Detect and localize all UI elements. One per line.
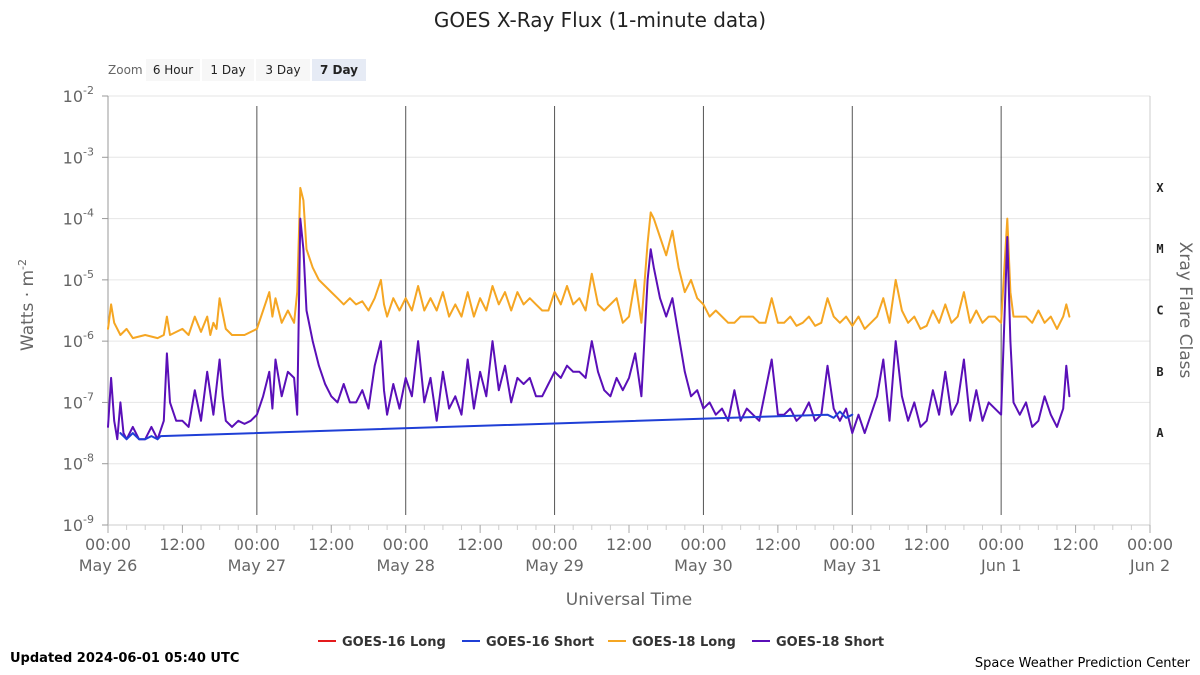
legend-item-goes-18-long[interactable]: GOES-18 Long (608, 635, 736, 650)
x-tick-time: 00:00 (234, 535, 280, 554)
y-tick-exponent: -2 (83, 84, 94, 97)
y-tick-base: 10 (63, 87, 83, 106)
y-tick-base: 10 (63, 271, 83, 290)
flare-class-m: M (1156, 242, 1163, 256)
zoom-label: Zoom (108, 63, 143, 77)
legend-item-goes-18-short[interactable]: GOES-18 Short (752, 635, 884, 650)
y-tick-exponent: -6 (83, 329, 94, 342)
y-axis-title-superscript: -2 (16, 259, 29, 270)
series-lines (107, 186, 1071, 441)
y-tick-label: 10-6 (63, 329, 94, 351)
right-axis-title: Xray Flare Class (1175, 242, 1195, 379)
credit-text: Space Weather Prediction Center (974, 656, 1190, 671)
zoom-button-6hour-bg[interactable] (146, 59, 200, 81)
zoom-button-6hour-label[interactable]: 6 Hour (153, 63, 193, 77)
y-tick-base: 10 (63, 516, 83, 535)
legend-item-goes-16-long[interactable]: GOES-16 Long (318, 635, 446, 650)
x-axis-title: Universal Time (566, 590, 692, 610)
x-tick-date: May 29 (525, 556, 584, 575)
y-tick-base: 10 (63, 332, 83, 351)
y-tick-exponent: -9 (83, 513, 94, 526)
series-goes-16-short (119, 410, 854, 441)
x-tick-time: 12:00 (606, 535, 652, 554)
x-tick-time: 00:00 (829, 535, 875, 554)
x-tick-time: 00:00 (383, 535, 429, 554)
legend: GOES-16 Long GOES-16 Short GOES-18 Long GOE… (318, 635, 884, 650)
y-tick-label: 10-3 (63, 145, 94, 167)
x-tick-date: May 26 (79, 556, 138, 575)
updated-timestamp: Updated 2024-06-01 05:40 UTC (10, 651, 240, 666)
flare-class-a: A (1156, 426, 1164, 440)
x-tick-date: Jun 1 (980, 556, 1021, 575)
zoom-button-7day-bg[interactable] (312, 59, 366, 81)
legend-item-goes-16-short[interactable]: GOES-16 Short (462, 635, 594, 650)
x-tick-date: Jun 2 (1129, 556, 1170, 575)
zoom-button-7day[interactable]: 7 Day (312, 59, 366, 81)
x-tick-time: 12:00 (904, 535, 950, 554)
flare-class-b: B (1156, 365, 1163, 379)
y-tick-base: 10 (63, 455, 83, 474)
zoom-button-6hour[interactable]: 6 Hour (146, 59, 200, 81)
y-tick-exponent: -4 (83, 207, 94, 220)
zoom-controls: Zoom 6 Hour 1 Day 3 Day 7 Day (108, 59, 366, 81)
x-tick-time: 12:00 (457, 535, 503, 554)
zoom-button-3day[interactable]: 3 Day (256, 59, 310, 81)
x-tick-date: May 28 (376, 556, 435, 575)
zoom-button-1day[interactable]: 1 Day (202, 59, 254, 81)
y-tick-base: 10 (63, 210, 83, 229)
series-goes-18-long (107, 186, 1071, 340)
y-tick-base: 10 (63, 393, 83, 412)
zoom-button-3day-label[interactable]: 3 Day (265, 63, 300, 77)
y-axis-title-main: Watts · m (18, 270, 38, 351)
y-tick-exponent: -7 (83, 390, 94, 403)
x-tick-time: 00:00 (1127, 535, 1173, 554)
series-goes-18-short (107, 217, 1071, 441)
y-tick-label: 10-7 (63, 390, 94, 412)
x-tick-date: May 27 (228, 556, 287, 575)
x-tick-time: 12:00 (308, 535, 354, 554)
y-tick-label: 10-4 (63, 207, 94, 229)
x-tick-date: May 30 (674, 556, 733, 575)
y-tick-exponent: -8 (83, 452, 94, 465)
y-tick-label: 10-2 (63, 84, 94, 106)
x-tick-time: 12:00 (1053, 535, 1099, 554)
zoom-button-3day-bg[interactable] (256, 59, 310, 81)
flare-class-labels: X M C B A (1156, 181, 1164, 440)
x-tick-time: 12:00 (159, 535, 205, 554)
x-tick-time: 00:00 (532, 535, 578, 554)
flare-class-c: C (1156, 304, 1163, 318)
x-tick-time: 00:00 (85, 535, 131, 554)
y-tick-base: 10 (63, 148, 83, 167)
x-tick-date: May 31 (823, 556, 882, 575)
x-tick-time: 12:00 (755, 535, 801, 554)
zoom-button-7day-label[interactable]: 7 Day (320, 63, 358, 77)
y-tick-exponent: -3 (83, 145, 94, 158)
flare-class-x: X (1156, 181, 1164, 195)
legend-label[interactable]: GOES-18 Long (632, 635, 736, 650)
axes (102, 95, 1151, 533)
y-tick-label: 10-5 (63, 268, 94, 290)
legend-label[interactable]: GOES-16 Long (342, 635, 446, 650)
y-tick-label: 10-9 (63, 513, 94, 535)
zoom-button-1day-bg[interactable] (202, 59, 254, 81)
x-tick-labels: 00:00 May 26 12:00 00:00 May 27 12:00 00:00 May… (79, 535, 1173, 575)
y-axis-title: Watts · m-2 (16, 259, 38, 351)
y-tick-labels: 10-210-310-410-510-610-710-810-9 (63, 84, 94, 535)
y-tick-label: 10-8 (63, 452, 94, 474)
legend-label[interactable]: GOES-16 Short (486, 635, 594, 650)
grid-lines (108, 95, 1150, 526)
legend-label[interactable]: GOES-18 Short (776, 635, 884, 650)
x-tick-time: 00:00 (680, 535, 726, 554)
y-tick-exponent: -5 (83, 268, 94, 281)
x-tick-time: 00:00 (978, 535, 1024, 554)
zoom-button-1day-label[interactable]: 1 Day (210, 63, 245, 77)
chart-title: GOES X-Ray Flux (1-minute data) (434, 8, 766, 32)
